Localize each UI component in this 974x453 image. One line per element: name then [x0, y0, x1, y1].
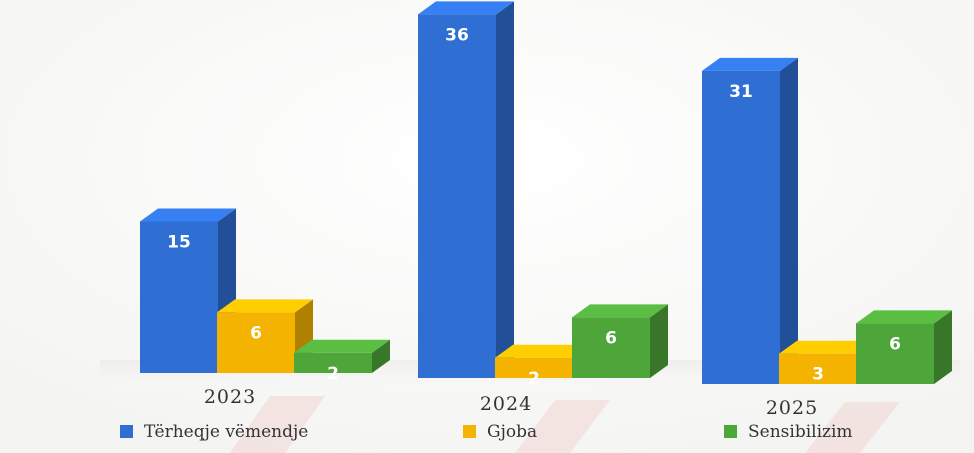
legend-swatch: [724, 425, 737, 438]
bar-top: [294, 339, 390, 353]
bar-2025-1: [702, 57, 798, 385]
bar-side: [496, 1, 514, 379]
legend-item: Gjoba: [463, 422, 537, 442]
legend-swatch: [463, 425, 476, 438]
bar-2023-1: [140, 208, 236, 373]
decor-slant: [515, 400, 610, 453]
bar-front: [217, 312, 295, 373]
bar-side: [780, 57, 798, 385]
decor-slant: [230, 396, 325, 453]
category-label: 2025: [766, 397, 818, 419]
data-label: 31: [729, 82, 753, 102]
bar-front: [140, 221, 218, 373]
legend-item: Sensibilizim: [724, 422, 853, 442]
data-label: 6: [889, 334, 901, 354]
data-label: 3: [812, 365, 824, 385]
bar-side: [372, 339, 390, 373]
data-label: 2: [528, 369, 540, 389]
legend-label: Gjoba: [487, 422, 537, 442]
data-label: 2: [327, 364, 339, 384]
category-label: 2024: [480, 393, 532, 415]
bar-top: [779, 340, 875, 354]
bar-front: [702, 70, 780, 385]
bar-front: [856, 323, 934, 384]
bar-top: [856, 310, 952, 324]
legend-label: Tërheqje vëmendje: [144, 422, 308, 442]
data-label: 6: [250, 323, 262, 343]
bar-2024-1: [418, 1, 514, 379]
legend-label: Sensibilizim: [748, 422, 853, 442]
bar-side: [650, 304, 668, 378]
bar-2024-3: [572, 304, 668, 378]
bar-top: [217, 299, 313, 313]
bar-top: [702, 57, 798, 71]
bar-2025-3: [856, 310, 952, 384]
bar-front: [495, 357, 573, 378]
bar-top: [495, 344, 591, 358]
category-label: 2023: [204, 386, 256, 408]
bar-top: [140, 208, 236, 222]
decor-slant: [805, 402, 900, 453]
legend-item: Tërheqje vëmendje: [120, 422, 308, 442]
bar-2023-3: [294, 339, 390, 373]
bar-top: [572, 304, 668, 318]
data-label: 36: [445, 25, 469, 45]
legend-swatch: [120, 425, 133, 438]
data-label: 15: [167, 233, 191, 253]
bar-front: [418, 14, 496, 379]
bar-top: [418, 1, 514, 15]
bar-side: [934, 310, 952, 384]
bar-front: [294, 352, 372, 373]
data-label: 6: [605, 328, 617, 348]
bar-front: [572, 317, 650, 378]
bar-front: [779, 353, 857, 384]
